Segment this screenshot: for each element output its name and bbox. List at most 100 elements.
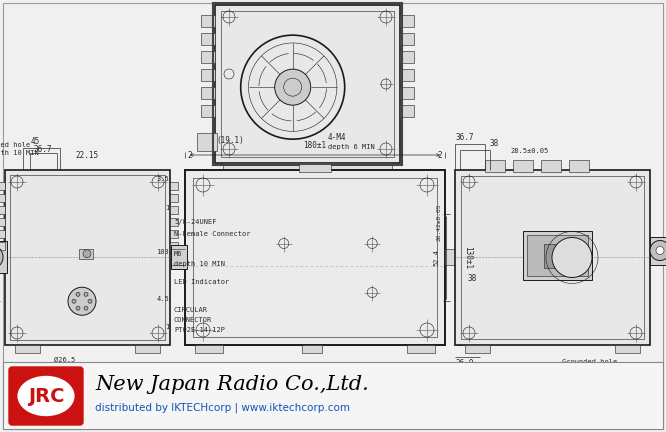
Bar [15,345,40,353]
Text: 1: 1 [165,205,169,211]
Bar [170,206,178,214]
Bar [0,218,5,226]
Circle shape [650,241,666,260]
Bar [170,182,178,190]
Text: depth 10 MIN: depth 10 MIN [174,261,225,267]
Text: 2: 2 [437,151,442,160]
Bar [201,15,215,27]
Text: 130±1: 130±1 [463,246,472,269]
Text: 103: 103 [157,249,169,255]
Text: 36.9: 36.9 [455,359,474,368]
Text: Grounded hole: Grounded hole [562,359,617,365]
Text: (19.1): (19.1) [216,136,244,145]
Bar [185,170,445,345]
Bar [400,87,414,99]
Circle shape [72,299,76,303]
Text: 38: 38 [467,274,476,283]
Text: M6: M6 [174,251,182,257]
Bar [193,178,437,337]
Bar [170,242,178,250]
Text: 5/8-24UNEF: 5/8-24UNEF [174,219,216,225]
Circle shape [88,299,92,303]
Bar [0,194,5,202]
Text: M6-depth 10 MIN: M6-depth 10 MIN [562,366,626,372]
Bar [400,51,414,63]
Bar [5,170,170,345]
Bar [201,69,215,81]
Bar [0,182,5,190]
Bar [465,345,490,353]
Bar [135,345,160,353]
Text: depth 6 MIN: depth 6 MIN [328,144,375,150]
Circle shape [656,247,664,254]
Text: N-Female Connector: N-Female Connector [174,231,250,237]
Bar [201,105,215,117]
Bar [300,164,330,172]
Bar [400,69,414,81]
Bar [0,230,5,238]
Bar [650,236,666,264]
Bar [213,3,402,165]
Bar [527,235,587,276]
Bar [170,230,178,238]
Text: 45: 45 [31,137,39,146]
Bar [197,133,217,151]
Bar [201,87,215,99]
Text: 22.15: 22.15 [75,151,98,160]
Bar [513,160,533,172]
Text: 36.7: 36.7 [455,133,474,142]
Bar [485,160,505,172]
Text: 3.5: 3.5 [157,176,169,182]
Bar [221,11,394,157]
Bar [461,176,644,339]
Bar [0,241,7,273]
Bar [400,15,414,27]
Bar [0,242,5,250]
Bar [223,163,392,175]
Bar [201,51,215,63]
Bar [79,249,93,259]
Text: New Japan Radio Co.,Ltd.: New Japan Radio Co.,Ltd. [95,375,369,394]
Text: 4.5: 4.5 [157,296,169,302]
Bar [10,175,165,340]
Text: 80±1: 80±1 [483,365,501,374]
Text: 38: 38 [490,139,500,148]
Bar [455,170,650,345]
Text: LED Indicator: LED Indicator [174,279,229,285]
Text: PT02E-14-12P: PT02E-14-12P [174,327,225,334]
Text: 180±1: 180±1 [304,141,326,150]
Circle shape [76,306,80,310]
Bar [170,194,178,202]
Text: 1: 1 [165,324,169,330]
Bar [543,244,571,268]
Bar [615,345,640,353]
Bar [215,5,400,163]
Circle shape [83,250,91,258]
FancyBboxPatch shape [9,367,83,425]
Bar [171,245,187,269]
Bar [541,160,561,172]
Bar [407,345,435,353]
Bar [569,160,589,172]
Bar [195,345,223,353]
Text: 2: 2 [187,151,192,160]
Circle shape [84,292,88,296]
Bar [400,33,414,45]
Bar [201,33,215,45]
Circle shape [0,245,3,269]
Bar [0,206,5,214]
Bar [170,218,178,226]
Text: 52.4: 52.4 [433,249,439,266]
Circle shape [552,238,592,277]
Circle shape [274,69,311,105]
Text: 36.7: 36.7 [34,145,52,154]
Text: CONNECTOR: CONNECTOR [174,317,212,323]
Text: 28.5±0.05: 28.5±0.05 [510,148,548,154]
Text: Ø26.5: Ø26.5 [55,357,76,363]
Text: JRC: JRC [28,387,64,406]
Text: 26.42±0.05: 26.42±0.05 [436,204,441,241]
Bar [3,362,663,429]
Circle shape [84,306,88,310]
Text: 4-M4: 4-M4 [328,133,346,142]
Bar [302,345,322,353]
